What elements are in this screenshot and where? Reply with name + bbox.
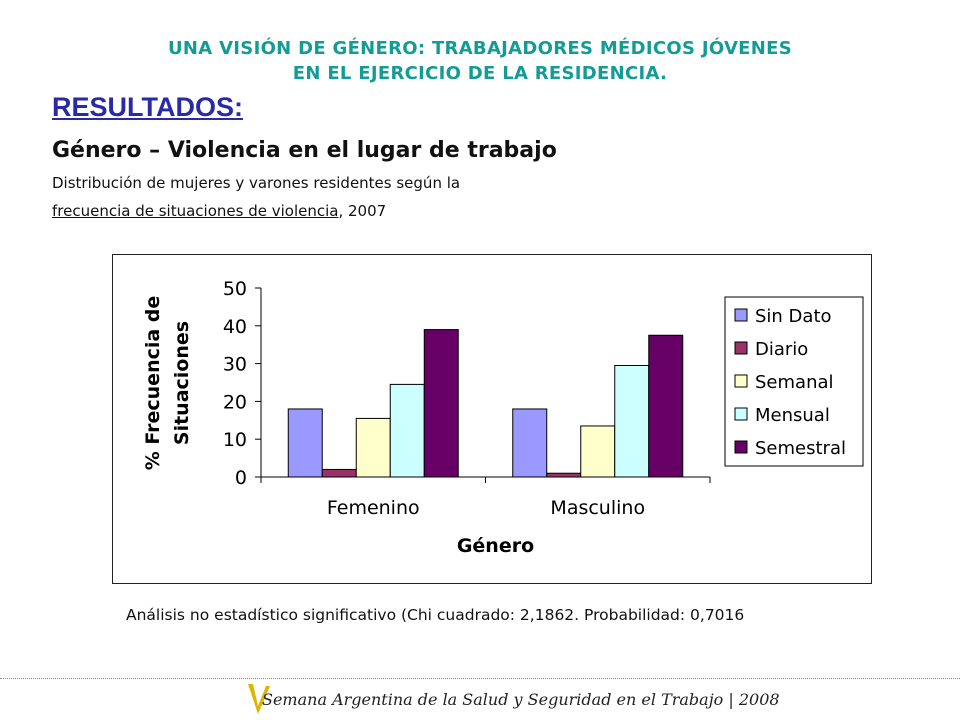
legend-box <box>724 296 864 467</box>
bar-sin-dato-masculino <box>512 408 548 478</box>
footer-text: Semana Argentina de la Salud y Seguridad… <box>262 690 780 709</box>
x-tick-label: Femenino <box>327 497 420 519</box>
y-tick-label: 50 <box>223 278 247 300</box>
bar-semanal-femenino <box>355 417 391 478</box>
description-line-1: Distribución de mujeres y varones reside… <box>52 174 461 192</box>
bar-diario-femenino <box>321 468 357 478</box>
legend-swatch <box>734 341 748 355</box>
bar-diario-masculino <box>546 472 582 478</box>
bar-semestral-femenino <box>423 329 459 478</box>
bar-semestral-masculino <box>648 334 684 478</box>
description-year: , 2007 <box>338 202 387 220</box>
y-tick-label: 10 <box>223 429 247 451</box>
footer-v-logo-icon <box>248 684 270 714</box>
legend-label: Diario <box>755 339 808 360</box>
legend-swatch <box>734 308 748 322</box>
y-tick-label: 30 <box>223 354 247 376</box>
page-title: UNA VISIÓN DE GÉNERO: TRABAJADORES MÉDIC… <box>0 36 960 86</box>
y-tick-label: 0 <box>235 467 247 489</box>
chart-subtitle: Género – Violencia en el lugar de trabaj… <box>52 138 557 163</box>
chart-frame: 0 10 20 30 40 50 Femenino Masculino Género % Frec… <box>112 254 872 584</box>
legend-swatch <box>734 407 748 421</box>
x-axis-label: Género <box>457 535 534 557</box>
title-line-1: UNA VISIÓN DE GÉNERO: TRABAJADORES MÉDIC… <box>168 38 792 59</box>
y-axis-label-line-2: Situaciones <box>171 321 193 445</box>
legend-label: Mensual <box>755 405 830 426</box>
legend-swatch <box>734 440 748 454</box>
legend-swatch <box>734 374 748 388</box>
y-axis-label-line-1: % Frecuencia de <box>142 296 164 471</box>
legend-label: Semanal <box>755 372 834 393</box>
y-tick-label: 40 <box>223 316 247 338</box>
bar-mensual-femenino <box>389 383 425 478</box>
x-tick-label: Masculino <box>550 497 645 519</box>
legend-label: Sin Dato <box>755 306 832 327</box>
bar-mensual-masculino <box>614 364 650 478</box>
description-line-2: frecuencia de situaciones de violencia, … <box>52 202 386 220</box>
legend-label: Semestral <box>755 438 846 459</box>
bar-semanal-masculino <box>580 425 616 478</box>
description-underlined: frecuencia de situaciones de violencia <box>52 202 339 220</box>
y-tick-label: 20 <box>223 391 247 413</box>
bar-chart: 0 10 20 30 40 50 Femenino Masculino Género % Frec… <box>142 278 864 557</box>
section-heading: RESULTADOS: <box>52 92 243 122</box>
title-line-2: EN EL EJERCICIO DE LA RESIDENCIA. <box>292 63 668 84</box>
bar-sin-dato-femenino <box>287 408 323 478</box>
statistical-note: Análisis no estadístico significativo (C… <box>126 606 745 624</box>
footer-divider <box>0 678 960 679</box>
